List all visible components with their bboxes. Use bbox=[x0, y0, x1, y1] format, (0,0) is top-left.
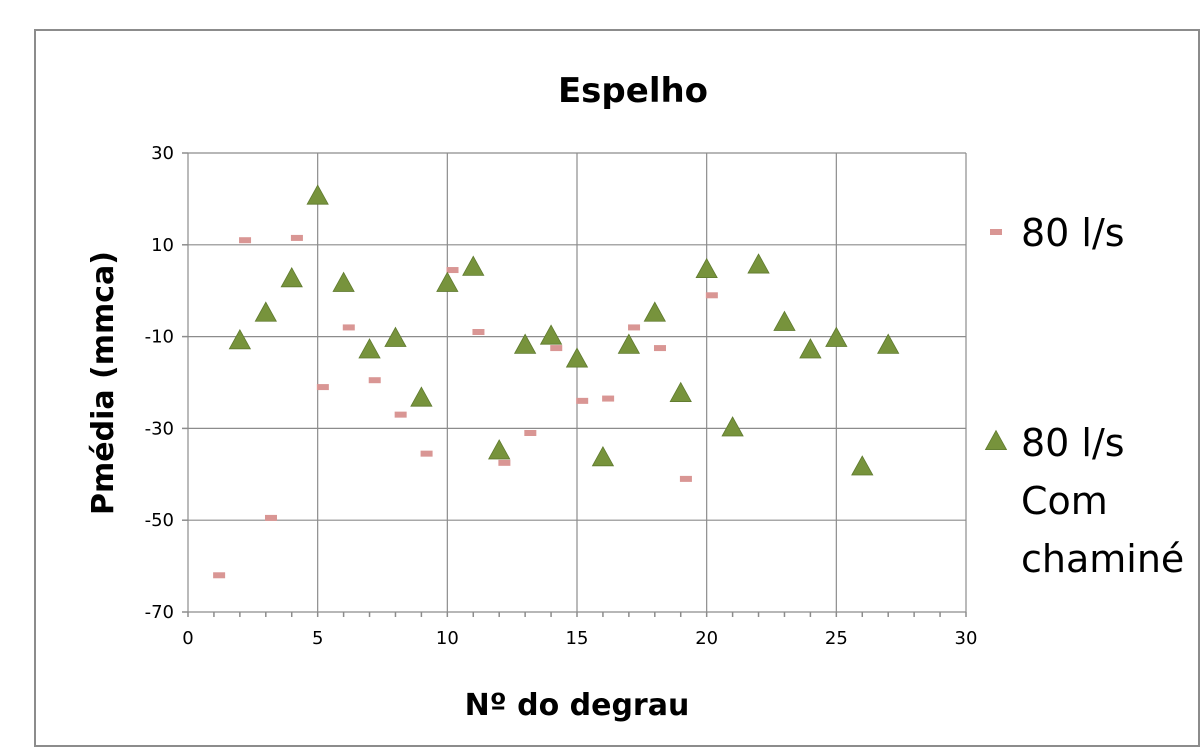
triangle-marker bbox=[384, 326, 407, 347]
dash-marker bbox=[705, 292, 718, 299]
triangle-marker bbox=[228, 328, 252, 350]
data-series bbox=[213, 184, 900, 579]
triangle-marker bbox=[488, 439, 511, 460]
dash-marker bbox=[602, 395, 615, 402]
x-axis-ticks: 0 5 10 15 20 25 30 bbox=[182, 628, 977, 649]
legend-marker bbox=[990, 229, 1002, 235]
dash-marker bbox=[290, 234, 303, 241]
triangle-marker bbox=[721, 416, 744, 437]
triangle-marker bbox=[617, 333, 641, 354]
dash-marker bbox=[550, 345, 563, 352]
y-tick-label: -70 bbox=[145, 602, 174, 623]
x-tick-label: 30 bbox=[955, 628, 978, 649]
triangle-marker bbox=[332, 271, 355, 292]
triangle-marker bbox=[462, 255, 485, 276]
chart-frame: Espelho -70 -50 -30 -10 10 30 0 5 10 15 20 25 30 Nº… bbox=[34, 29, 1200, 747]
dash-marker bbox=[368, 377, 381, 384]
legend-label: chaminé bbox=[1021, 537, 1184, 581]
legend-item: 80 l/s bbox=[990, 211, 1125, 255]
y-tick-label: 10 bbox=[151, 235, 174, 256]
triangle-marker bbox=[513, 333, 537, 354]
triangle-marker bbox=[358, 338, 381, 359]
dash-marker bbox=[628, 324, 641, 331]
y-axis-title: Pmédia (mmca) bbox=[86, 251, 121, 515]
legend-marker bbox=[984, 429, 1008, 451]
triangle-marker bbox=[565, 347, 589, 368]
triangle-marker bbox=[877, 333, 900, 354]
dash-marker bbox=[239, 237, 252, 244]
triangle-marker bbox=[851, 455, 874, 476]
dash-marker bbox=[213, 572, 226, 579]
triangle-marker bbox=[410, 386, 433, 407]
dash-marker bbox=[342, 324, 355, 331]
triangle-marker bbox=[773, 310, 796, 331]
x-tick-label: 5 bbox=[312, 628, 323, 649]
triangle-marker bbox=[695, 257, 718, 279]
y-tick-label: 30 bbox=[151, 143, 174, 164]
y-tick-label: -10 bbox=[145, 327, 174, 348]
legend-label: 80 l/s bbox=[1021, 211, 1125, 255]
triangle-marker bbox=[436, 271, 459, 292]
triangle-marker bbox=[643, 301, 666, 322]
x-tick-label: 15 bbox=[566, 628, 589, 649]
dash-marker bbox=[679, 475, 692, 482]
legend-item: 80 l/s Com chaminé bbox=[984, 421, 1184, 581]
x-axis-title: Nº do degrau bbox=[465, 688, 690, 723]
triangle-marker bbox=[591, 446, 615, 467]
triangle-marker bbox=[825, 326, 848, 347]
y-axis-ticks: -70 -50 -30 -10 10 30 bbox=[145, 143, 174, 623]
dash-marker bbox=[420, 450, 433, 457]
triangle-marker bbox=[254, 301, 277, 322]
triangle-marker bbox=[747, 253, 770, 274]
legend: 80 l/s 80 l/s Com chaminé bbox=[984, 211, 1184, 581]
x-tick-label: 10 bbox=[436, 628, 459, 649]
x-tick-label: 0 bbox=[182, 628, 193, 649]
dash-marker bbox=[576, 397, 589, 404]
series-2 bbox=[228, 184, 900, 476]
x-tick-label: 20 bbox=[695, 628, 718, 649]
triangle-marker bbox=[306, 184, 329, 205]
dash-marker bbox=[394, 411, 407, 418]
triangle-marker bbox=[280, 266, 303, 288]
dash-marker bbox=[264, 514, 277, 521]
legend-label: 80 l/s bbox=[1021, 421, 1125, 465]
dash-marker bbox=[524, 429, 537, 436]
x-tick-label: 25 bbox=[825, 628, 848, 649]
dash-marker bbox=[653, 345, 666, 352]
dash-marker bbox=[446, 267, 459, 274]
legend-label: Com bbox=[1021, 479, 1108, 523]
y-tick-label: -50 bbox=[145, 510, 174, 531]
triangle-marker bbox=[669, 381, 692, 402]
scatter-chart: Espelho -70 -50 -30 -10 10 30 0 5 10 15 20 25 30 Nº… bbox=[86, 71, 1184, 723]
series-1 bbox=[213, 234, 718, 579]
triangle-marker bbox=[539, 324, 563, 345]
grid bbox=[182, 152, 967, 617]
dash-marker bbox=[498, 459, 511, 466]
dash-marker bbox=[316, 384, 329, 391]
dash-marker bbox=[472, 329, 485, 336]
triangle-marker bbox=[799, 338, 822, 359]
chart-title: Espelho bbox=[558, 71, 708, 111]
y-tick-label: -30 bbox=[145, 418, 174, 439]
